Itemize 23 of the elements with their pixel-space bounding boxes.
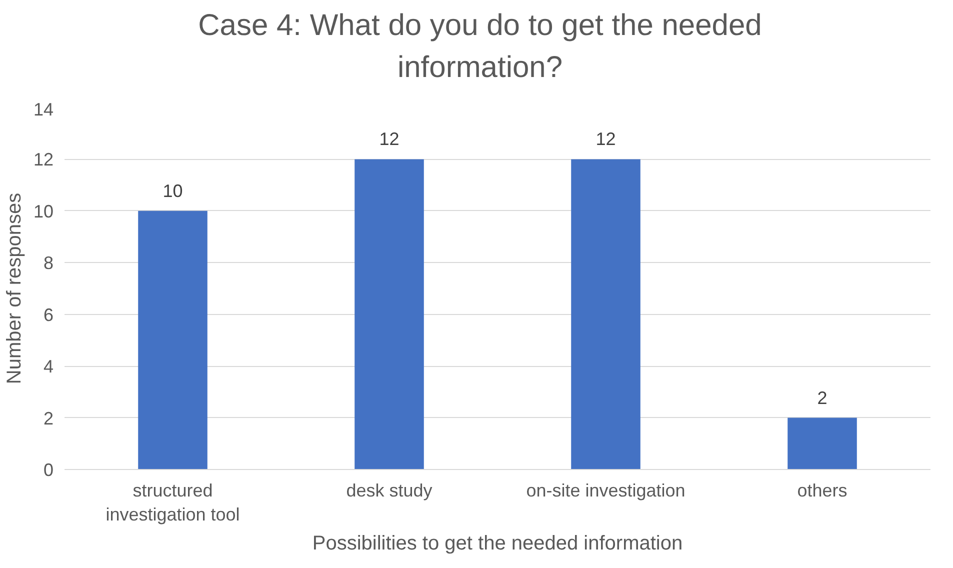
bar <box>788 418 857 470</box>
x-tick-label: others <box>797 480 848 500</box>
x-axis-title: Possibilities to get the needed information <box>312 532 683 554</box>
y-tick-label: 6 <box>43 304 54 325</box>
chart-title: Case 4: What do you do to get the needed information? <box>197 8 763 86</box>
y-tick-label: 12 <box>33 150 54 170</box>
y-tick-label: 14 <box>33 100 54 120</box>
y-tick-label: 2 <box>43 408 54 428</box>
y-axis-title: Number of responses <box>3 192 26 384</box>
x-tick-label: structured investigation tool <box>106 480 240 524</box>
data-label: 2 <box>817 388 828 408</box>
data-label: 10 <box>162 180 183 201</box>
y-tick-label: 4 <box>43 356 54 377</box>
data-label: 12 <box>596 129 616 150</box>
bar <box>354 159 424 470</box>
bar <box>571 159 640 470</box>
y-tick-label: 10 <box>33 201 54 222</box>
data-label: 12 <box>379 129 400 150</box>
x-tick-label: on-site investigation <box>526 480 686 500</box>
bar <box>138 210 208 470</box>
y-tick-label: 0 <box>43 460 54 480</box>
y-tick-label: 8 <box>43 253 54 274</box>
x-tick-label: desk study <box>346 480 432 500</box>
